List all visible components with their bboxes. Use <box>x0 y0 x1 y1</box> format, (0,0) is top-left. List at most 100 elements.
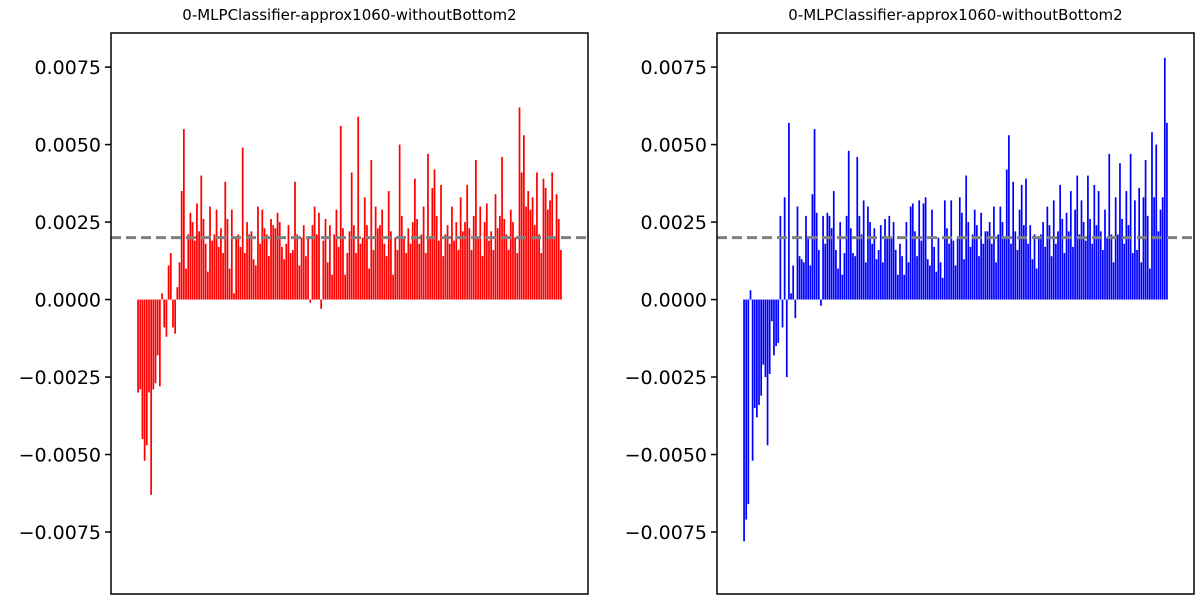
bar <box>792 265 795 300</box>
bar <box>385 256 388 300</box>
bar <box>398 144 401 300</box>
bar <box>222 253 224 300</box>
y-tick-label: −0.0050 <box>19 445 101 467</box>
bar <box>961 212 963 300</box>
bar <box>807 237 809 300</box>
bar <box>871 243 874 300</box>
bar <box>1059 184 1061 300</box>
bar <box>355 253 357 300</box>
bar <box>911 203 914 300</box>
bar <box>1099 231 1102 300</box>
bar <box>756 299 758 418</box>
bar <box>446 225 449 300</box>
bar <box>464 222 466 300</box>
bar <box>939 262 942 300</box>
bar <box>850 228 852 300</box>
bar <box>803 262 805 300</box>
bar <box>230 209 233 300</box>
bar <box>1067 231 1070 300</box>
bar <box>294 181 296 300</box>
y-tick-label: 0.0050 <box>35 135 101 157</box>
bar <box>206 271 209 300</box>
bar <box>470 249 473 300</box>
bar <box>246 222 248 300</box>
bar <box>1163 57 1166 300</box>
bar <box>790 293 792 300</box>
bar <box>546 209 549 300</box>
bar <box>390 231 392 300</box>
bar <box>747 299 750 505</box>
bar <box>182 129 185 300</box>
bar <box>824 243 827 300</box>
bar <box>357 116 360 300</box>
y-tick-label: 0.0000 <box>641 290 707 312</box>
bar <box>496 228 499 300</box>
bar <box>274 228 277 300</box>
bar <box>522 135 525 300</box>
bar <box>536 172 538 300</box>
bar <box>952 240 955 300</box>
bar <box>411 222 414 300</box>
bar <box>1001 222 1004 300</box>
bar <box>154 299 157 384</box>
y-tick-label: −0.0025 <box>19 367 101 389</box>
bar <box>1153 197 1155 300</box>
bar <box>1114 197 1117 300</box>
bar <box>997 234 1000 300</box>
bar <box>424 253 427 300</box>
bar <box>145 299 148 446</box>
bar <box>929 265 931 300</box>
bar <box>892 222 895 300</box>
y-tick-label: 0.0025 <box>641 212 707 234</box>
bar <box>1074 209 1076 300</box>
bar <box>967 222 970 300</box>
bar <box>907 262 910 300</box>
bar <box>400 215 403 300</box>
bar <box>922 203 925 300</box>
bar <box>926 259 929 300</box>
bar <box>309 299 312 303</box>
bar <box>494 194 497 300</box>
bar <box>988 222 991 300</box>
bar <box>1061 218 1064 300</box>
bar <box>350 172 353 300</box>
bar <box>1040 234 1042 300</box>
bar <box>828 215 831 300</box>
bar-series <box>137 107 562 495</box>
bar <box>877 249 880 300</box>
bar <box>1012 181 1015 300</box>
bar <box>905 222 908 300</box>
bar <box>1008 135 1010 300</box>
bar <box>525 206 527 300</box>
bar <box>448 243 451 300</box>
bar <box>901 256 903 300</box>
bar <box>941 277 944 300</box>
bar <box>435 215 438 300</box>
bar <box>318 212 320 300</box>
bar <box>1125 191 1128 300</box>
bar <box>924 197 927 300</box>
bar <box>978 256 980 300</box>
bar <box>1035 268 1038 300</box>
bar <box>527 191 530 300</box>
bar <box>529 209 532 300</box>
bar <box>416 218 418 300</box>
bar <box>847 150 850 300</box>
bar <box>228 268 231 300</box>
bar <box>1123 243 1126 300</box>
bar <box>185 268 187 300</box>
bar <box>775 299 777 347</box>
bar <box>333 234 336 300</box>
bar <box>1033 234 1036 300</box>
bar <box>289 253 292 300</box>
bar <box>993 206 995 300</box>
bar <box>533 225 536 300</box>
bar <box>337 246 340 300</box>
bar <box>813 129 816 300</box>
bar <box>794 299 797 319</box>
bar <box>1157 231 1160 300</box>
bar <box>226 218 229 300</box>
bar <box>1166 122 1168 300</box>
bar <box>1037 237 1040 300</box>
